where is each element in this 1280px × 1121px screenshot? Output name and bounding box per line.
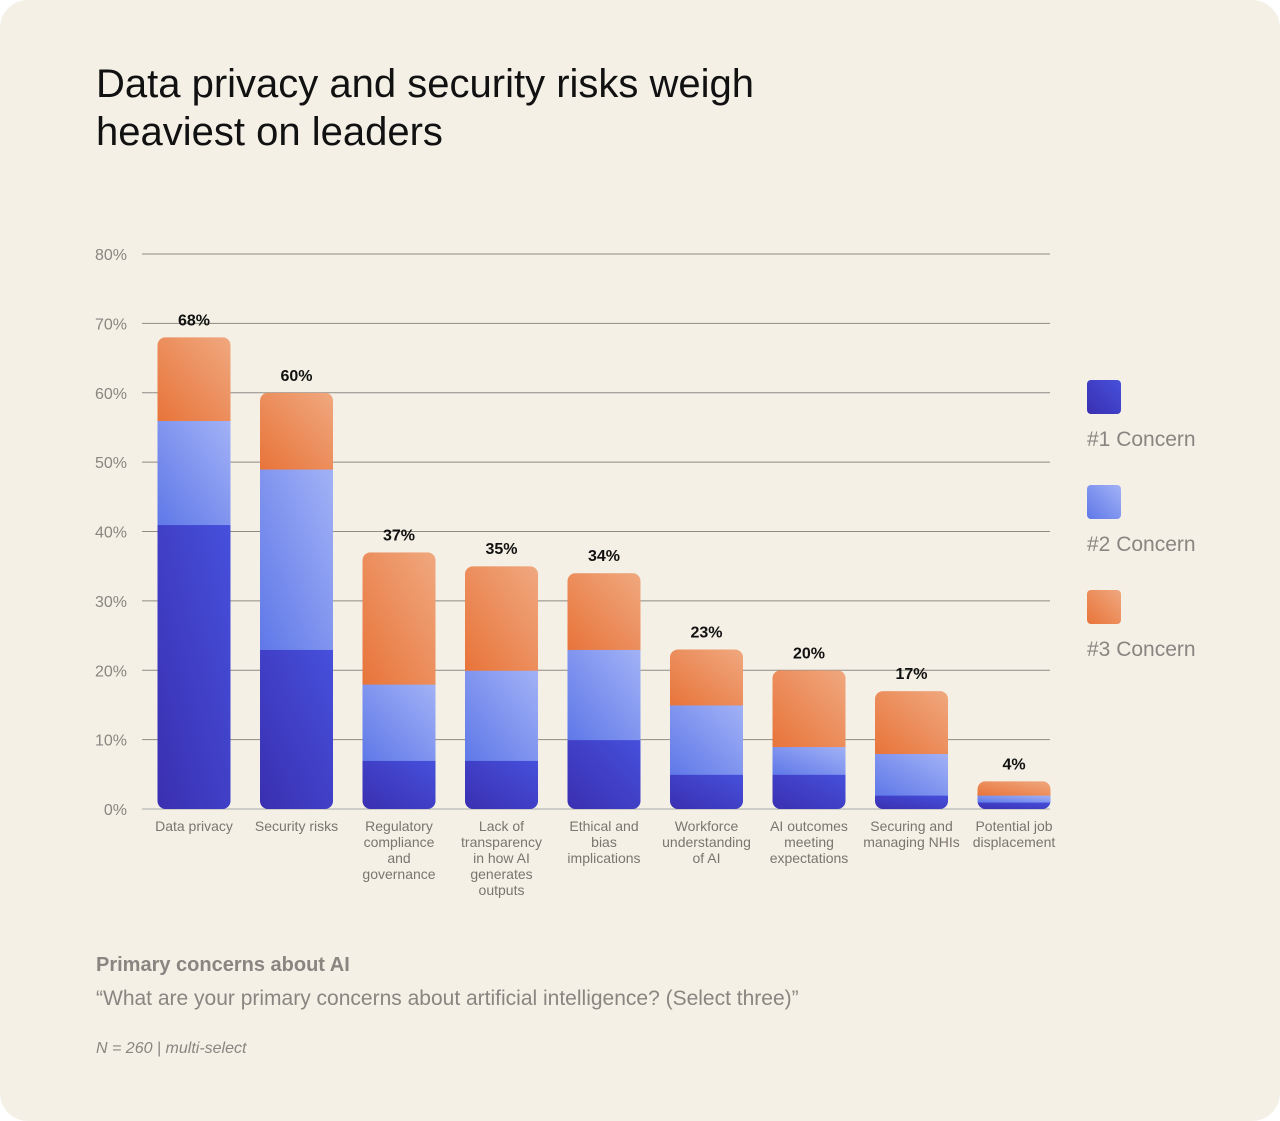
legend-label: #2 Concern bbox=[1087, 533, 1196, 556]
legend-swatch bbox=[1087, 590, 1121, 624]
x-tick-label: Workforce bbox=[675, 818, 739, 834]
bar-group bbox=[977, 781, 1051, 809]
bar-segment-1 bbox=[260, 649, 333, 809]
y-tick-label: 40% bbox=[95, 525, 127, 542]
bar-group bbox=[260, 392, 333, 809]
bar-total-label: 68% bbox=[178, 312, 210, 329]
x-tick-label: and bbox=[387, 850, 410, 866]
x-tick-label: AI outcomes bbox=[770, 818, 848, 834]
x-tick-label: Data privacy bbox=[155, 818, 233, 834]
bar-segment-1 bbox=[567, 739, 641, 809]
bar-total-label: 60% bbox=[280, 368, 312, 385]
x-tick-label: compliance bbox=[364, 834, 435, 850]
bar-segment-1 bbox=[465, 760, 538, 809]
y-tick-label: 10% bbox=[95, 733, 127, 750]
bar-group bbox=[362, 552, 436, 809]
x-tick-label: Security risks bbox=[255, 818, 338, 834]
bar-segment-3 bbox=[875, 691, 948, 754]
sample-note: N = 260 | multi-select bbox=[96, 1040, 247, 1057]
y-tick-label: 80% bbox=[95, 247, 127, 264]
bar-segment-3 bbox=[670, 649, 743, 706]
x-tick-label: Regulatory bbox=[365, 818, 433, 834]
bar-segment-2 bbox=[772, 746, 846, 775]
bar-segment-2 bbox=[875, 753, 948, 796]
x-tick-label: understanding bbox=[662, 834, 751, 850]
bar-segment-2 bbox=[567, 649, 641, 741]
bar-segment-1 bbox=[875, 795, 948, 809]
bar-segment-1 bbox=[157, 524, 231, 809]
bar-segment-2 bbox=[670, 704, 743, 775]
x-tick-label: Lack of bbox=[479, 818, 524, 834]
y-tick-label: 70% bbox=[95, 316, 127, 333]
x-tick-label: meeting bbox=[784, 834, 834, 850]
legend-label: #1 Concern bbox=[1087, 428, 1196, 451]
bar-group bbox=[875, 691, 948, 809]
bar-total-label: 20% bbox=[793, 645, 825, 662]
x-tick-label: bias bbox=[591, 834, 617, 850]
bar-segment-3 bbox=[157, 337, 231, 421]
bar-total-label: 17% bbox=[895, 666, 927, 683]
bar-group bbox=[772, 670, 846, 809]
bar-segment-3 bbox=[977, 781, 1051, 796]
x-tick-label: Securing and bbox=[870, 818, 953, 834]
bar-group bbox=[157, 337, 231, 809]
bar-segment-2 bbox=[465, 670, 538, 761]
bar-segment-1 bbox=[977, 802, 1051, 809]
x-tick-label: Potential job bbox=[975, 818, 1052, 834]
y-tick-label: 0% bbox=[104, 802, 127, 819]
x-tick-label: of AI bbox=[692, 850, 720, 866]
x-tick-label: managing NHIs bbox=[863, 834, 960, 850]
chart-subtitle: Primary concerns about AI bbox=[96, 954, 350, 976]
bar-segment-1 bbox=[362, 760, 436, 809]
bar-segment-1 bbox=[772, 774, 846, 809]
bar-group bbox=[465, 566, 538, 809]
y-tick-label: 60% bbox=[95, 386, 127, 403]
bar-segment-1 bbox=[670, 774, 743, 809]
x-tick-label: transparency bbox=[461, 834, 542, 850]
bar-segment-2 bbox=[977, 795, 1051, 803]
bar-segment-3 bbox=[362, 552, 436, 685]
bar-segment-2 bbox=[362, 684, 436, 761]
x-tick-label: implications bbox=[567, 850, 640, 866]
x-tick-label: expectations bbox=[770, 850, 849, 866]
y-tick-label: 20% bbox=[95, 663, 127, 680]
bar-total-label: 23% bbox=[690, 624, 722, 641]
x-tick-label: Ethical and bbox=[569, 818, 638, 834]
survey-question: “What are your primary concerns about ar… bbox=[96, 987, 799, 1010]
x-tick-label: governance bbox=[362, 866, 435, 882]
bar-total-label: 4% bbox=[1002, 756, 1025, 773]
y-tick-label: 50% bbox=[95, 455, 127, 472]
bar-segment-3 bbox=[567, 573, 641, 650]
bar-total-label: 35% bbox=[485, 541, 517, 558]
bar-segment-2 bbox=[260, 469, 333, 650]
y-tick-label: 30% bbox=[95, 594, 127, 611]
x-tick-label: generates bbox=[470, 866, 532, 882]
x-tick-label: outputs bbox=[479, 882, 525, 898]
bar-total-label: 37% bbox=[383, 527, 415, 544]
bar-total-label: 34% bbox=[588, 548, 620, 565]
x-tick-label: in how AI bbox=[473, 850, 530, 866]
bar-group bbox=[567, 573, 641, 809]
bar-segment-2 bbox=[157, 420, 231, 526]
bar-segment-3 bbox=[772, 670, 846, 748]
x-tick-label: displacement bbox=[973, 834, 1056, 850]
bar-segment-3 bbox=[465, 566, 538, 671]
legend-swatch bbox=[1087, 380, 1121, 414]
legend-swatch bbox=[1087, 485, 1121, 519]
bar-segment-3 bbox=[260, 392, 333, 470]
chart-title: Data privacy and security risks weigh he… bbox=[96, 62, 755, 154]
bar-group bbox=[670, 649, 743, 809]
legend-label: #3 Concern bbox=[1087, 638, 1196, 661]
